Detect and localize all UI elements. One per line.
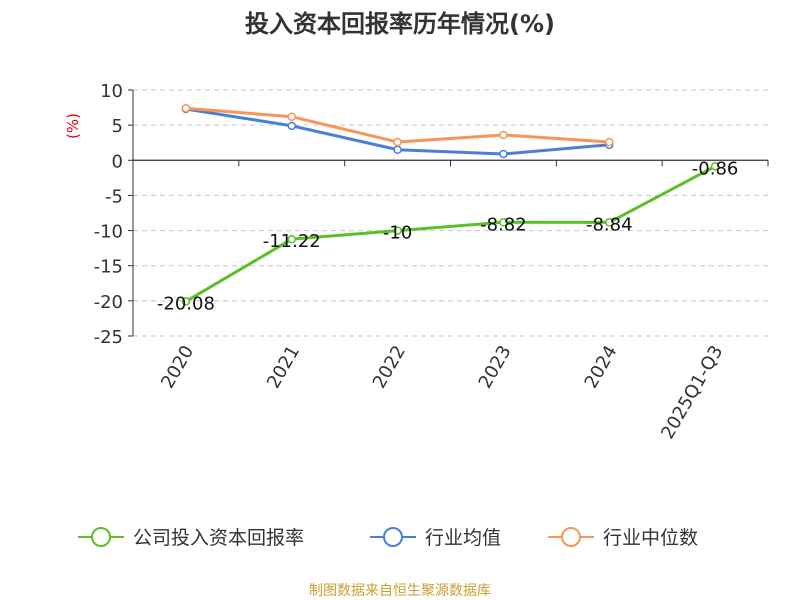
x-tick-label: 2024 [580,342,621,392]
y-tick-label: 0 [112,151,123,172]
x-tick-label: 2021 [263,342,304,392]
data-point [710,162,720,171]
data-labels: -20.08 -11.22 -10 -8.82 -8.84 -0.86 [157,158,738,314]
data-label: -0.86 [692,158,739,179]
data-point [181,104,191,113]
legend-label: 行业均值 [425,527,501,549]
source-note: 制图数据来自恒生聚源数据库 [309,583,491,599]
data-point [287,234,296,244]
legend-marker [383,527,403,547]
data-point [181,297,191,306]
legend-label: 行业中位数 [603,527,698,549]
y-axis-label: (%) [64,113,82,139]
y-tick-label: 10 [100,81,123,102]
y-tick-label: -10 [94,222,123,243]
series-line [184,164,717,303]
y-tick-label: -15 [94,257,123,278]
data-label: -8.82 [480,214,527,235]
data-label: -8.84 [586,214,633,235]
legend: 公司投入资本回报率 行业均值 行业中位数 [78,527,698,549]
y-tick-label: -5 [105,186,123,207]
data-point [499,130,508,140]
data-point [393,137,402,147]
data-label: -20.08 [157,293,215,314]
y-tick-label: -20 [94,292,123,313]
data-point [499,149,508,159]
y-tick-label: 5 [112,116,123,137]
y-tick-label: -25 [94,327,123,348]
data-label: -11.22 [263,231,321,252]
data-point [605,218,614,227]
grid [133,89,768,337]
data-point [393,226,402,235]
data-point [287,112,296,121]
data-point [499,218,508,227]
legend-marker [561,527,581,547]
data-label: -10 [383,223,412,244]
x-tick-label: 2020 [157,342,198,392]
chart-title: 投入资本回报率历年情况(%) [245,10,555,38]
series-lines [181,104,720,306]
x-tick-label: 2023 [475,342,516,392]
legend-label: 公司投入资本回报率 [133,527,304,549]
x-tick-label: 2025Q1-Q3 [657,342,727,443]
axes: 10 5 0 -5 -10 -15 -20 -25 2020 2021 2022 2023 2024 20… [94,81,769,443]
legend-marker [91,527,111,547]
data-point [393,145,402,154]
data-point [287,121,296,131]
x-tick-label: 2022 [369,342,410,392]
data-point [605,137,614,147]
